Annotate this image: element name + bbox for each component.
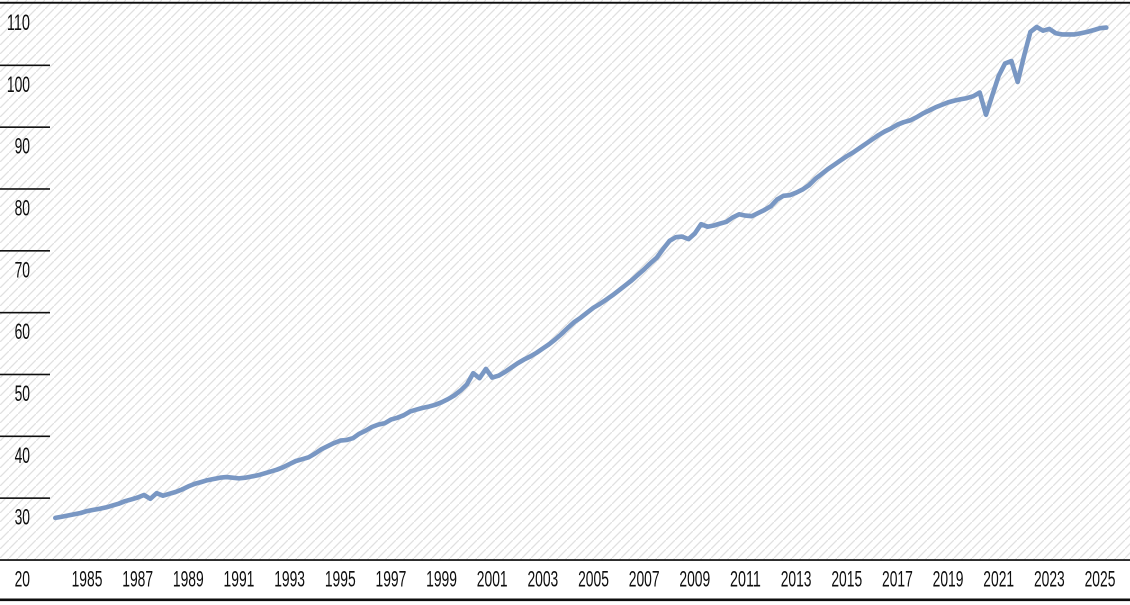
x-tick-label: 2023 bbox=[1034, 566, 1065, 591]
x-tick-label: 1997 bbox=[376, 566, 407, 591]
x-tick-label: 2007 bbox=[629, 566, 660, 591]
x-tick-label: 2013 bbox=[781, 566, 812, 591]
x-tick-label: 2001 bbox=[477, 566, 508, 591]
x-tick-label: 2025 bbox=[1085, 566, 1116, 591]
x-tick-label: 1999 bbox=[426, 566, 457, 591]
data-line-series bbox=[52, 24, 1109, 521]
bottom-border bbox=[0, 598, 1130, 602]
x-tick-label: 1995 bbox=[325, 566, 356, 591]
x-tick-label: 2009 bbox=[679, 566, 710, 591]
y-tick-label: 30 bbox=[15, 505, 30, 530]
x-tick-label: 2015 bbox=[831, 566, 862, 591]
y-tick-label: 90 bbox=[15, 134, 30, 159]
x-tick-label: 2005 bbox=[578, 566, 609, 591]
x-tick-label: 2017 bbox=[882, 566, 913, 591]
y-tick-label: 80 bbox=[15, 195, 30, 220]
y-tick-label: 60 bbox=[15, 319, 30, 344]
y-tick-label: 70 bbox=[15, 257, 30, 282]
y-tick-line bbox=[0, 435, 50, 438]
y-tick-line bbox=[0, 188, 50, 190]
y-tick-label: 50 bbox=[15, 381, 30, 406]
top-border bbox=[0, 1, 1130, 4]
x-tick-label: 1985 bbox=[72, 566, 103, 591]
x-tick-label: 1987 bbox=[122, 566, 153, 591]
y-tick-label: 100 bbox=[7, 72, 30, 97]
x-tick-label: 2019 bbox=[933, 566, 964, 591]
y-tick-line bbox=[0, 311, 50, 314]
y-tick-label: 110 bbox=[7, 10, 30, 35]
y-tick-line bbox=[0, 373, 50, 376]
x-tick-label: 2021 bbox=[983, 566, 1014, 591]
x-tick-label: 2003 bbox=[527, 566, 558, 591]
plot-hatch-background bbox=[0, 0, 1130, 560]
y-tick-line bbox=[0, 126, 50, 128]
y-tick-line bbox=[0, 64, 50, 67]
y-tick-label: 20 bbox=[15, 566, 30, 591]
x-tick-label: 1989 bbox=[173, 566, 204, 591]
y-tick-line bbox=[0, 250, 50, 252]
x-tick-label: 2011 bbox=[730, 566, 761, 591]
x-tick-label: 1991 bbox=[224, 566, 255, 591]
y-tick-line bbox=[0, 497, 50, 499]
x-axis-line bbox=[0, 559, 1130, 561]
y-tick-label: 40 bbox=[15, 443, 30, 468]
x-tick-label: 1993 bbox=[274, 566, 305, 591]
